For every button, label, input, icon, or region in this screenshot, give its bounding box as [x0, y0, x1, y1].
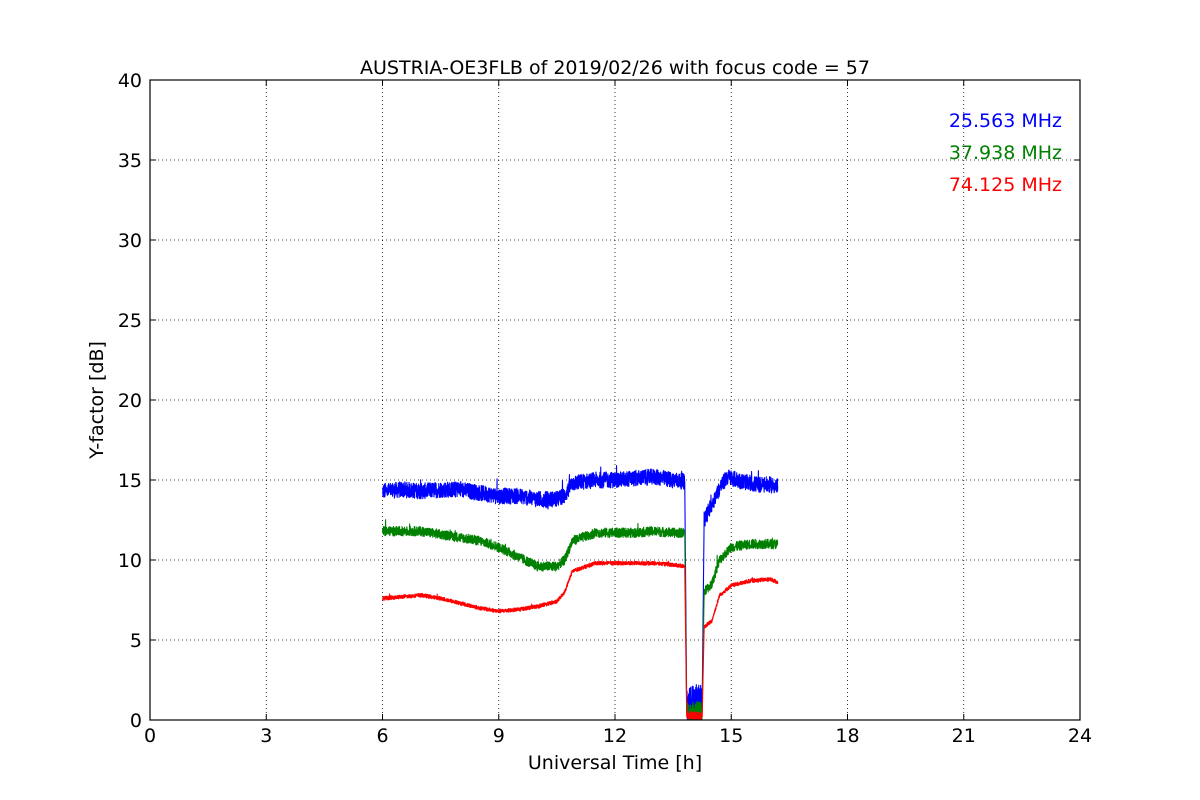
x-tick-label: 21 — [952, 725, 976, 747]
legend-entry: 74.125 MHz — [949, 174, 1062, 196]
series-layer — [381, 465, 779, 720]
x-tick-label: 3 — [260, 725, 272, 747]
series-line — [381, 519, 779, 720]
x-tick-label: 15 — [719, 725, 743, 747]
legend-entry: 37.938 MHz — [949, 142, 1062, 164]
y-tick-label: 30 — [118, 230, 142, 252]
x-axis-label: Universal Time [h] — [528, 752, 702, 774]
x-tick-label: 6 — [376, 725, 388, 747]
x-axis: 0 3 6 9 12 15 18 21 24 — [144, 80, 1092, 747]
series-line — [381, 465, 779, 720]
y-axis-label: Y-factor [dB] — [86, 341, 108, 460]
x-tick-label: 0 — [144, 725, 156, 747]
chart-title: AUSTRIA-OE3FLB of 2019/02/26 with focus … — [360, 57, 870, 79]
y-tick-label: 10 — [118, 550, 142, 572]
x-tick-label: 12 — [603, 725, 627, 747]
x-tick-label: 18 — [835, 725, 859, 747]
y-tick-label: 25 — [118, 310, 142, 332]
x-tick-label: 24 — [1068, 725, 1092, 747]
y-axis: 0 5 10 15 20 25 30 35 40 — [118, 70, 1080, 732]
legend-entry: 25.563 MHz — [949, 110, 1062, 132]
grid — [150, 80, 1080, 720]
y-tick-label: 40 — [118, 70, 142, 92]
series-line — [381, 560, 779, 720]
y-tick-label: 15 — [118, 470, 142, 492]
y-tick-label: 20 — [118, 390, 142, 412]
x-tick-label: 9 — [493, 725, 505, 747]
legend: 25.563 MHz 37.938 MHz 74.125 MHz — [949, 110, 1062, 196]
y-tick-label: 5 — [130, 630, 142, 652]
y-tick-label: 0 — [130, 710, 142, 732]
y-tick-label: 35 — [118, 150, 142, 172]
